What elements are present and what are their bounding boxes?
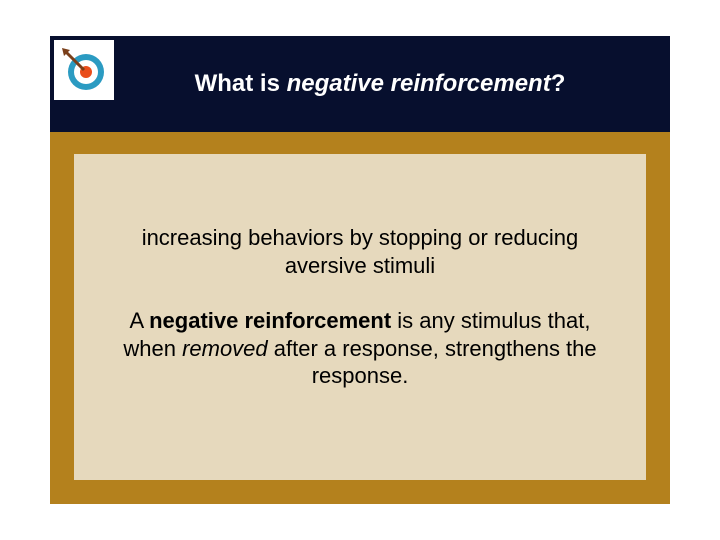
content-panel: increasing behaviors by stopping or redu… [74,154,646,480]
title-icon-box [54,40,114,100]
target-arrow-icon [60,46,108,94]
slide-title: What is negative reinforcement? [155,70,566,98]
definition-long: A negative reinforcement is any stimulus… [104,307,616,390]
title-suffix: ? [551,70,566,97]
title-bar: What is negative reinforcement? [50,36,670,132]
title-emphasis: negative reinforcement [287,70,551,97]
def-part-bold: negative reinforcement [149,308,391,333]
definition-short: increasing behaviors by stopping or redu… [104,224,616,279]
def-part-c: after a response, strengthens the respon… [268,336,597,389]
slide-container: What is negative reinforcement? increasi… [50,36,670,504]
def-part-italic: removed [182,336,268,361]
title-prefix: What is [195,70,287,97]
def-part-a: A [130,308,150,333]
